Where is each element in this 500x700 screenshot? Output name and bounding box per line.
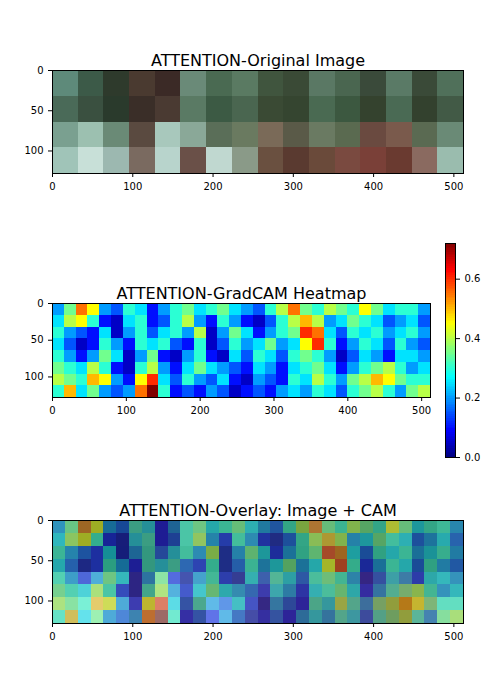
svg-text:0.2: 0.2 bbox=[465, 392, 481, 403]
svg-text:100: 100 bbox=[117, 405, 136, 416]
svg-text:400: 400 bbox=[338, 405, 357, 416]
svg-text:200: 200 bbox=[191, 405, 210, 416]
svg-text:ATTENTION-GradCAM Heatmap: ATTENTION-GradCAM Heatmap bbox=[117, 284, 367, 303]
svg-text:100: 100 bbox=[24, 145, 43, 156]
svg-text:0: 0 bbox=[37, 515, 43, 526]
svg-text:50: 50 bbox=[31, 334, 44, 345]
svg-text:100: 100 bbox=[123, 181, 142, 192]
svg-text:400: 400 bbox=[364, 631, 383, 642]
svg-text:50: 50 bbox=[31, 105, 44, 116]
svg-text:100: 100 bbox=[24, 371, 43, 382]
svg-text:0: 0 bbox=[49, 181, 55, 192]
svg-text:300: 300 bbox=[284, 181, 303, 192]
svg-text:300: 300 bbox=[264, 405, 283, 416]
svg-text:100: 100 bbox=[24, 595, 43, 606]
svg-text:500: 500 bbox=[444, 631, 463, 642]
svg-text:500: 500 bbox=[444, 181, 463, 192]
svg-text:ATTENTION-Overlay: Image + CAM: ATTENTION-Overlay: Image + CAM bbox=[119, 501, 396, 520]
svg-text:300: 300 bbox=[284, 631, 303, 642]
svg-text:0: 0 bbox=[49, 405, 55, 416]
svg-text:0.0: 0.0 bbox=[465, 452, 481, 463]
svg-text:0.6: 0.6 bbox=[465, 273, 481, 284]
svg-text:ATTENTION-Original Image: ATTENTION-Original Image bbox=[151, 51, 365, 70]
svg-text:200: 200 bbox=[204, 181, 223, 192]
svg-text:50: 50 bbox=[31, 555, 44, 566]
svg-text:0: 0 bbox=[37, 65, 43, 76]
svg-text:400: 400 bbox=[364, 181, 383, 192]
svg-text:100: 100 bbox=[123, 631, 142, 642]
svg-text:0: 0 bbox=[37, 298, 43, 309]
svg-text:200: 200 bbox=[204, 631, 223, 642]
svg-text:500: 500 bbox=[412, 405, 431, 416]
svg-text:0.4: 0.4 bbox=[465, 333, 481, 344]
svg-text:0: 0 bbox=[49, 631, 55, 642]
